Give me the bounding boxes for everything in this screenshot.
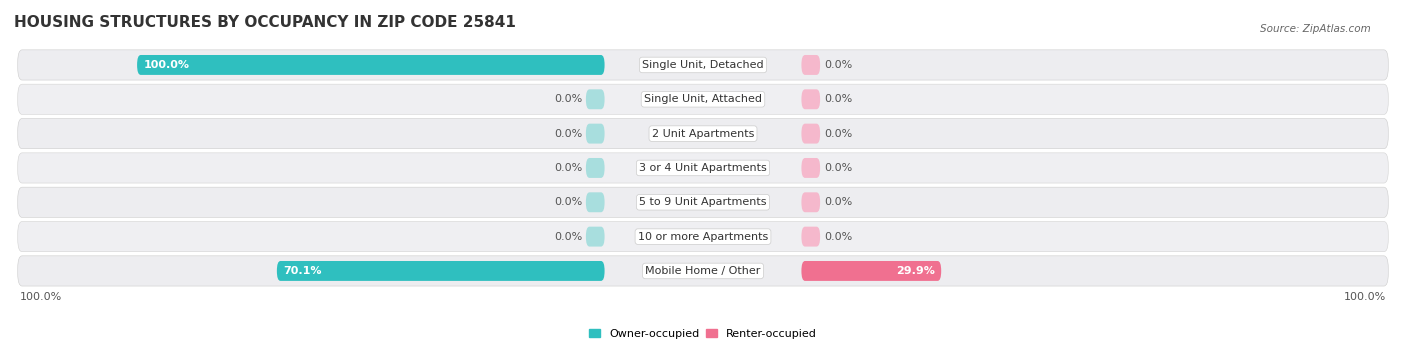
FancyBboxPatch shape <box>18 222 1388 252</box>
Text: 100.0%: 100.0% <box>20 292 62 302</box>
FancyBboxPatch shape <box>277 261 605 281</box>
Text: 100.0%: 100.0% <box>1344 292 1386 302</box>
FancyBboxPatch shape <box>586 124 605 144</box>
FancyBboxPatch shape <box>586 89 605 109</box>
Text: Single Unit, Attached: Single Unit, Attached <box>644 94 762 104</box>
Text: 0.0%: 0.0% <box>824 232 852 242</box>
Text: 0.0%: 0.0% <box>554 94 582 104</box>
Text: 0.0%: 0.0% <box>824 60 852 70</box>
FancyBboxPatch shape <box>18 187 1388 217</box>
FancyBboxPatch shape <box>18 153 1388 183</box>
Text: Source: ZipAtlas.com: Source: ZipAtlas.com <box>1260 24 1371 34</box>
FancyBboxPatch shape <box>801 124 820 144</box>
Text: 0.0%: 0.0% <box>554 163 582 173</box>
FancyBboxPatch shape <box>801 227 820 247</box>
Text: 0.0%: 0.0% <box>824 197 852 207</box>
Text: 0.0%: 0.0% <box>824 129 852 138</box>
FancyBboxPatch shape <box>586 158 605 178</box>
Text: 0.0%: 0.0% <box>554 129 582 138</box>
Text: 70.1%: 70.1% <box>283 266 322 276</box>
Text: 10 or more Apartments: 10 or more Apartments <box>638 232 768 242</box>
Text: 29.9%: 29.9% <box>896 266 935 276</box>
FancyBboxPatch shape <box>801 55 820 75</box>
FancyBboxPatch shape <box>586 192 605 212</box>
Text: 100.0%: 100.0% <box>143 60 190 70</box>
FancyBboxPatch shape <box>801 158 820 178</box>
Text: Single Unit, Detached: Single Unit, Detached <box>643 60 763 70</box>
Text: HOUSING STRUCTURES BY OCCUPANCY IN ZIP CODE 25841: HOUSING STRUCTURES BY OCCUPANCY IN ZIP C… <box>14 15 516 30</box>
Legend: Owner-occupied, Renter-occupied: Owner-occupied, Renter-occupied <box>585 324 821 341</box>
FancyBboxPatch shape <box>18 119 1388 149</box>
FancyBboxPatch shape <box>801 89 820 109</box>
Text: 0.0%: 0.0% <box>554 232 582 242</box>
FancyBboxPatch shape <box>138 55 605 75</box>
Text: 0.0%: 0.0% <box>554 197 582 207</box>
Text: Mobile Home / Other: Mobile Home / Other <box>645 266 761 276</box>
Text: 0.0%: 0.0% <box>824 163 852 173</box>
FancyBboxPatch shape <box>18 50 1388 80</box>
FancyBboxPatch shape <box>586 227 605 247</box>
Text: 3 or 4 Unit Apartments: 3 or 4 Unit Apartments <box>640 163 766 173</box>
FancyBboxPatch shape <box>801 261 941 281</box>
Text: 0.0%: 0.0% <box>824 94 852 104</box>
Text: 2 Unit Apartments: 2 Unit Apartments <box>652 129 754 138</box>
FancyBboxPatch shape <box>18 256 1388 286</box>
FancyBboxPatch shape <box>801 192 820 212</box>
Text: 5 to 9 Unit Apartments: 5 to 9 Unit Apartments <box>640 197 766 207</box>
FancyBboxPatch shape <box>18 84 1388 114</box>
